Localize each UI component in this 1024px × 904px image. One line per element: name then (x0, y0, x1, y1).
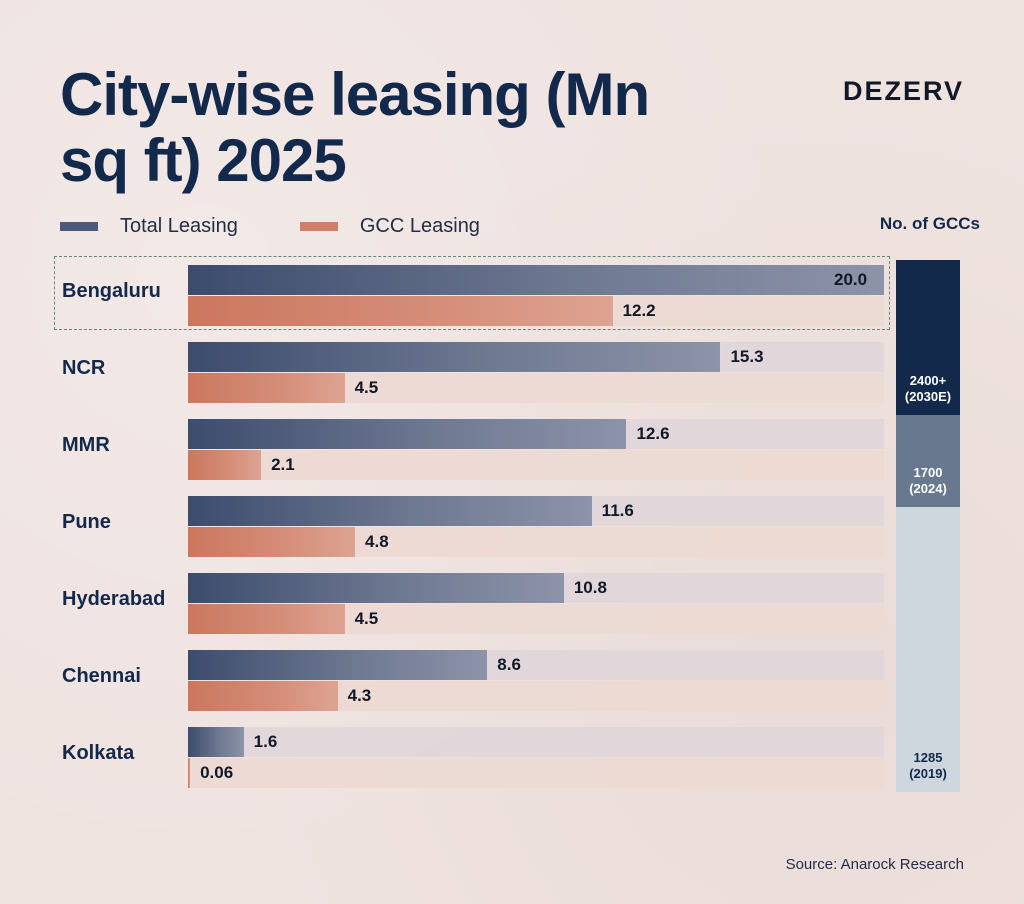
legend-item-total: Total Leasing (60, 215, 238, 238)
gcc-segment-2019: 1285 (2019) (896, 507, 960, 792)
gcc-segment-2030e: 2400+ (2030E) (896, 260, 960, 416)
value-label-gcc-pune: 4.8 (365, 532, 389, 551)
bar-gcc-bengaluru (188, 296, 613, 326)
city-label-ncr: NCR (62, 357, 106, 379)
city-label-bengaluru: Bengaluru (62, 280, 161, 302)
value-label-gcc-ncr: 4.5 (354, 378, 379, 397)
value-label-gcc-kolkata: 0.06 (200, 763, 234, 782)
value-label-total-mmr: 12.6 (636, 424, 670, 443)
bar-track-total-kolkata (188, 727, 884, 757)
source-note: Source: Anarock Research (785, 856, 964, 873)
city-label-pune: Pune (62, 511, 111, 533)
bar-total-ncr (188, 342, 721, 372)
bar-track-gcc-mmr (188, 450, 884, 480)
bar-gcc-pune (188, 527, 356, 557)
gcc-column-title: No. of GCCs (879, 214, 980, 233)
bar-track-gcc-kolkata (188, 758, 884, 788)
city-label-kolkata: Kolkata (62, 742, 135, 764)
bar-gcc-hyderabad (188, 604, 345, 634)
legend-label-gcc: GCC Leasing (359, 214, 480, 237)
value-label-total-pune: 11.6 (601, 501, 634, 520)
value-label-total-kolkata: 1.6 (253, 732, 278, 751)
legend-swatch-gcc (299, 221, 338, 231)
value-label-gcc-mmr: 2.1 (271, 455, 295, 474)
bar-gcc-ncr (188, 373, 345, 403)
gcc-segment-2030e-label: 2400+ (2030E) (904, 373, 952, 405)
value-label-total-hyderabad: 10.8 (573, 578, 607, 597)
gcc-segment-2024-label: 1700 (2024) (909, 465, 947, 497)
bar-total-mmr (188, 419, 627, 449)
bar-gcc-kolkata (188, 758, 191, 788)
legend-label-total: Total Leasing (120, 214, 238, 237)
chart-title: City-wise leasing (Mn sq ft) 2025 (60, 61, 650, 194)
gcc-segment-2019-label: 1285 (2019) (909, 749, 947, 781)
city-label-chennai: Chennai (62, 665, 141, 687)
city-label-mmr: MMR (62, 434, 110, 456)
legend-swatch-total (60, 221, 98, 231)
bengaluru-highlight-box (54, 256, 890, 330)
value-label-total-chennai: 8.6 (497, 655, 521, 674)
bar-total-pune (188, 496, 592, 526)
city-label-hyderabad: Hyderabad (62, 588, 166, 610)
brand-logo: DEZERV (842, 76, 964, 106)
bar-total-hyderabad (188, 573, 564, 603)
value-label-gcc-chennai: 4.3 (347, 686, 372, 705)
bar-total-chennai (188, 650, 488, 680)
value-label-gcc-hyderabad: 4.5 (354, 609, 379, 628)
value-label-total-ncr: 15.3 (730, 347, 764, 366)
legend-item-gcc: GCC Leasing (299, 214, 480, 238)
gcc-count-column: 2400+ (2030E) 1700 (2024) 1285 (2019) (896, 260, 960, 792)
bar-total-bengaluru (188, 265, 884, 295)
gcc-segment-2024: 1700 (2024) (896, 415, 960, 508)
bar-total-kolkata (188, 727, 244, 757)
value-label-total-bengaluru: 20.0 (834, 270, 868, 289)
bar-gcc-mmr (188, 450, 262, 480)
legend: Total Leasing GCC Leasing (60, 212, 542, 240)
bar-gcc-chennai (188, 681, 338, 711)
value-label-gcc-bengaluru: 12.2 (622, 301, 656, 320)
